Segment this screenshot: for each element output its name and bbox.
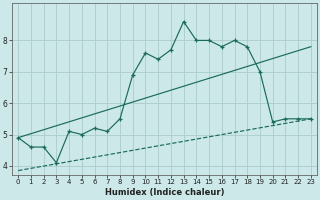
X-axis label: Humidex (Indice chaleur): Humidex (Indice chaleur) <box>105 188 224 197</box>
